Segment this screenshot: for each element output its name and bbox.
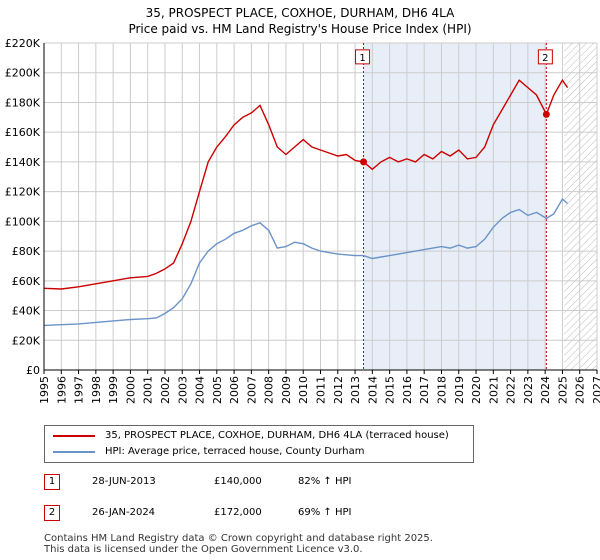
x-tick-label: 2008 xyxy=(263,376,276,404)
sale-row-1: 1 28-JUN-2013 £140,000 82% ↑ HPI xyxy=(44,474,564,494)
y-tick-label: £100K xyxy=(5,215,41,228)
y-tick-label: £180K xyxy=(5,96,41,109)
chart-title-line2: Price paid vs. HM Land Registry's House … xyxy=(128,22,472,36)
sale-label-box-2 xyxy=(537,49,553,65)
x-tick-label: 2003 xyxy=(176,376,189,404)
y-tick-label: £20K xyxy=(12,334,41,347)
sale-hpi-1: 82% ↑ HPI xyxy=(298,476,352,487)
legend-swatch-property xyxy=(53,435,95,437)
x-tick-label: 2002 xyxy=(159,376,172,404)
y-tick-label: £160K xyxy=(5,126,41,139)
chart-legend: 35, PROSPECT PLACE, COXHOE, DURHAM, DH6 … xyxy=(44,425,474,463)
chart-title-line1: 35, PROSPECT PLACE, COXHOE, DURHAM, DH6 … xyxy=(145,6,455,20)
sale-badge-1: 1 xyxy=(44,474,60,490)
x-tick-label: 2019 xyxy=(453,376,466,404)
y-tick-label: £120K xyxy=(5,186,41,199)
x-tick-label: 2001 xyxy=(142,376,155,404)
x-tick-label: 2005 xyxy=(211,376,224,404)
x-tick-label: 2018 xyxy=(435,376,448,404)
hatched-future-region xyxy=(564,43,597,370)
x-tick-label: 2027 xyxy=(591,376,600,404)
y-tick-label: £140K xyxy=(5,156,41,169)
x-tick-label: 2021 xyxy=(487,376,500,404)
sale-label-box-1 xyxy=(355,49,371,65)
sale-label-1: 1 xyxy=(359,53,365,64)
y-tick-label: £40K xyxy=(12,305,41,318)
footer: Contains HM Land Registry data © Crown c… xyxy=(44,533,433,555)
x-tick-label: 1999 xyxy=(107,376,120,404)
y-tick-label: £220K xyxy=(5,37,41,50)
x-tick-label: 2020 xyxy=(470,376,483,404)
price-chart: 1 2 £0 £20K £40K £60K £80K £100K £120K £140K £160K… xyxy=(5,37,600,404)
y-tick-label: £200K xyxy=(5,67,41,80)
sale-hpi-2: 69% ↑ HPI xyxy=(298,507,352,518)
x-tick-label: 2016 xyxy=(401,376,414,404)
sale-date-1: 28-JUN-2013 xyxy=(92,476,156,487)
sale-badge-2: 2 xyxy=(44,505,60,521)
x-tick-label: 2015 xyxy=(384,376,397,404)
legend-swatch-hpi xyxy=(53,451,95,453)
sale-price-2: £172,000 xyxy=(214,507,262,518)
y-tick-label: £80K xyxy=(12,245,41,258)
sale-price-1: £140,000 xyxy=(214,476,262,487)
x-tick-label: 1998 xyxy=(90,376,103,404)
series-property-line xyxy=(43,78,569,290)
sale-point-2 xyxy=(542,110,550,118)
x-tick-label: 2006 xyxy=(228,376,241,404)
legend-label-property: 35, PROSPECT PLACE, COXHOE, DURHAM, DH6 … xyxy=(105,430,449,441)
x-tick-label: 1997 xyxy=(73,376,86,404)
series-hpi-line xyxy=(43,198,569,327)
x-tick-label: 2026 xyxy=(574,376,587,404)
x-tick-label: 2000 xyxy=(124,376,137,404)
shaded-period xyxy=(363,43,547,370)
sale-label-2: 2 xyxy=(542,53,548,64)
sale-row-2: 2 26-JAN-2024 £172,000 69% ↑ HPI xyxy=(44,505,564,525)
x-tick-label: 2009 xyxy=(280,376,293,404)
x-tick-label: 1996 xyxy=(55,376,68,404)
x-tick-label: 2004 xyxy=(194,376,207,404)
x-tick-label: 2011 xyxy=(315,376,328,404)
sale-point-1 xyxy=(360,158,368,166)
x-tick-label: 2007 xyxy=(245,376,258,404)
x-tick-label: 2012 xyxy=(332,376,345,404)
y-tick-label: £60K xyxy=(12,275,41,288)
y-tick-label: £0 xyxy=(26,364,40,377)
legend-label-hpi: HPI: Average price, terraced house, Coun… xyxy=(105,446,365,457)
x-tick-label: 1995 xyxy=(38,376,51,404)
footer-line1: Contains HM Land Registry data © Crown c… xyxy=(44,533,433,544)
x-tick-label: 2025 xyxy=(556,376,569,404)
x-tick-label: 2024 xyxy=(539,376,552,404)
x-tick-label: 2010 xyxy=(297,376,310,404)
footer-line2: This data is licensed under the Open Gov… xyxy=(44,544,363,555)
x-tick-label: 2023 xyxy=(522,376,535,404)
x-tick-label: 2017 xyxy=(418,376,431,404)
x-tick-label: 2013 xyxy=(349,376,362,404)
x-tick-label: 2022 xyxy=(505,376,518,404)
sale-date-2: 26-JAN-2024 xyxy=(92,507,156,518)
x-tick-label: 2014 xyxy=(366,376,379,404)
